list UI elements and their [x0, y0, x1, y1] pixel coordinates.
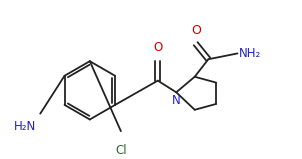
Text: Cl: Cl — [115, 144, 127, 157]
Text: N: N — [172, 94, 181, 107]
Text: O: O — [153, 41, 162, 54]
Text: H₂N: H₂N — [14, 120, 36, 133]
Text: O: O — [191, 24, 201, 37]
Text: NH₂: NH₂ — [239, 47, 261, 60]
